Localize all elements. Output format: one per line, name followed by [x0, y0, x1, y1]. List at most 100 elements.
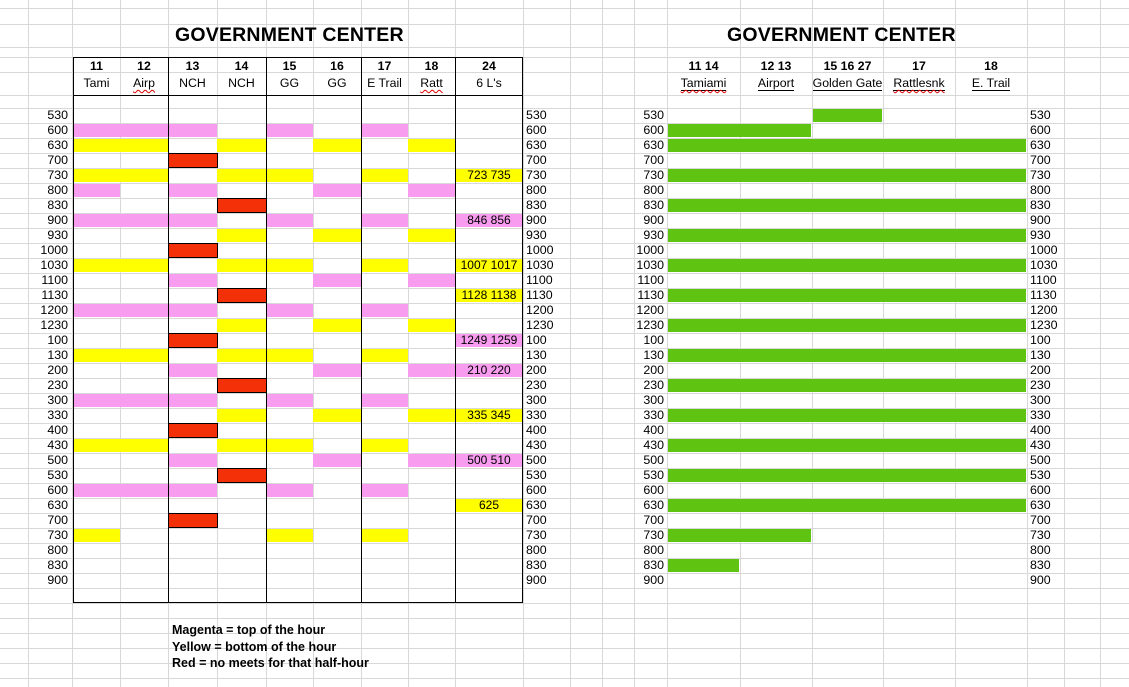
- time-label[interactable]: 900: [643, 573, 664, 587]
- no-meets-cell[interactable]: [217, 378, 267, 393]
- time-label[interactable]: 530: [643, 468, 664, 482]
- top-of-hour-cell[interactable]: [120, 124, 168, 137]
- meet-times-label[interactable]: 500 510: [467, 453, 511, 467]
- time-label[interactable]: 130: [643, 348, 664, 362]
- time-label[interactable]: 800: [1030, 183, 1051, 197]
- time-label[interactable]: 1130: [1030, 288, 1057, 302]
- time-label[interactable]: 530: [47, 468, 68, 482]
- time-label[interactable]: 830: [643, 558, 664, 572]
- time-label[interactable]: 100: [526, 333, 547, 347]
- top-of-hour-cell[interactable]: [266, 124, 313, 137]
- time-label[interactable]: 430: [1030, 438, 1051, 452]
- time-label[interactable]: 300: [47, 393, 68, 407]
- column-number[interactable]: 11 14: [688, 59, 719, 73]
- column-number[interactable]: 14: [234, 59, 249, 73]
- bottom-of-hour-cell[interactable]: [313, 319, 361, 332]
- no-meets-cell[interactable]: [168, 423, 218, 438]
- time-label[interactable]: 530: [1030, 108, 1051, 122]
- column-number[interactable]: 12 13: [760, 59, 792, 73]
- no-meets-cell[interactable]: [168, 333, 218, 348]
- meet-times-fill[interactable]: [456, 409, 522, 422]
- column-number[interactable]: 17: [912, 59, 926, 73]
- time-label[interactable]: 800: [1030, 543, 1051, 557]
- time-label[interactable]: 730: [47, 168, 68, 182]
- time-label[interactable]: 1130: [41, 288, 68, 302]
- time-label[interactable]: 100: [1030, 333, 1051, 347]
- time-label[interactable]: 730: [1030, 168, 1051, 182]
- time-label[interactable]: 230: [1030, 378, 1051, 392]
- time-label[interactable]: 830: [47, 558, 68, 572]
- time-label[interactable]: 700: [1030, 513, 1051, 527]
- column-name-cell[interactable]: Tamiami: [667, 76, 740, 91]
- top-of-hour-cell[interactable]: [120, 214, 168, 227]
- time-label[interactable]: 600: [526, 123, 547, 137]
- bottom-of-hour-cell[interactable]: [408, 409, 455, 422]
- time-label[interactable]: 830: [1030, 558, 1051, 572]
- top-of-hour-cell[interactable]: [168, 304, 217, 317]
- time-label[interactable]: 300: [526, 393, 547, 407]
- time-label[interactable]: 500: [526, 453, 547, 467]
- time-label[interactable]: 730: [47, 528, 68, 542]
- time-label[interactable]: 830: [526, 198, 547, 212]
- time-label[interactable]: 1230: [526, 318, 554, 332]
- time-label[interactable]: 700: [643, 153, 664, 167]
- time-label[interactable]: 830: [643, 198, 664, 212]
- column-name-cell[interactable]: Tami: [73, 76, 120, 91]
- bottom-of-hour-cell[interactable]: [73, 529, 120, 542]
- bottom-of-hour-cell[interactable]: [266, 349, 313, 362]
- time-label[interactable]: 600: [1030, 123, 1051, 137]
- top-of-hour-cell[interactable]: [408, 274, 455, 287]
- bottom-of-hour-cell[interactable]: [361, 439, 408, 452]
- top-of-hour-cell[interactable]: [168, 364, 217, 377]
- top-of-hour-cell[interactable]: [408, 184, 455, 197]
- meet-times-label[interactable]: 1128 1138: [461, 288, 517, 302]
- column-name-cell[interactable]: E Trail: [361, 76, 408, 91]
- top-of-hour-cell[interactable]: [361, 394, 408, 407]
- time-label[interactable]: 430: [643, 438, 664, 452]
- service-bar[interactable]: [668, 349, 1026, 362]
- time-label[interactable]: 1130: [526, 288, 553, 302]
- top-of-hour-cell[interactable]: [168, 274, 217, 287]
- column-number[interactable]: 13: [185, 59, 200, 73]
- bottom-of-hour-cell[interactable]: [73, 349, 120, 362]
- time-label[interactable]: 200: [1030, 363, 1051, 377]
- top-of-hour-cell[interactable]: [168, 184, 217, 197]
- time-label[interactable]: 700: [526, 153, 547, 167]
- column-name-cell[interactable]: GG: [266, 76, 313, 91]
- time-label[interactable]: 1030: [526, 258, 554, 272]
- top-of-hour-cell[interactable]: [168, 214, 217, 227]
- time-label[interactable]: 730: [643, 528, 664, 542]
- no-meets-cell[interactable]: [168, 153, 218, 168]
- bottom-of-hour-cell[interactable]: [313, 139, 361, 152]
- service-bar[interactable]: [668, 124, 811, 137]
- time-label[interactable]: 700: [47, 513, 68, 527]
- time-label[interactable]: 900: [526, 573, 547, 587]
- top-of-hour-cell[interactable]: [73, 394, 120, 407]
- top-of-hour-cell[interactable]: [408, 454, 455, 467]
- top-of-hour-cell[interactable]: [313, 454, 361, 467]
- time-label[interactable]: 530: [643, 108, 664, 122]
- no-meets-cell[interactable]: [217, 198, 267, 213]
- service-bar[interactable]: [668, 439, 1026, 452]
- service-bar[interactable]: [813, 109, 882, 122]
- time-label[interactable]: 930: [643, 228, 664, 242]
- top-of-hour-cell[interactable]: [120, 484, 168, 497]
- bottom-of-hour-cell[interactable]: [361, 169, 408, 182]
- meet-times-fill[interactable]: [456, 214, 522, 227]
- time-label[interactable]: 630: [526, 138, 547, 152]
- time-label[interactable]: 1200: [526, 303, 554, 317]
- time-label[interactable]: 800: [526, 183, 547, 197]
- time-label[interactable]: 1200: [40, 303, 68, 317]
- time-label[interactable]: 1230: [636, 318, 664, 332]
- time-label[interactable]: 600: [47, 123, 68, 137]
- service-bar[interactable]: [668, 139, 1026, 152]
- time-label[interactable]: 600: [643, 483, 664, 497]
- time-label[interactable]: 1030: [1030, 258, 1058, 272]
- time-label[interactable]: 1000: [1030, 243, 1058, 257]
- time-label[interactable]: 130: [1030, 348, 1051, 362]
- time-label[interactable]: 130: [526, 348, 547, 362]
- meet-times-label[interactable]: 846 856: [467, 213, 511, 227]
- meet-times-fill[interactable]: [456, 259, 522, 272]
- time-label[interactable]: 1230: [1030, 318, 1058, 332]
- no-meets-cell[interactable]: [217, 288, 267, 303]
